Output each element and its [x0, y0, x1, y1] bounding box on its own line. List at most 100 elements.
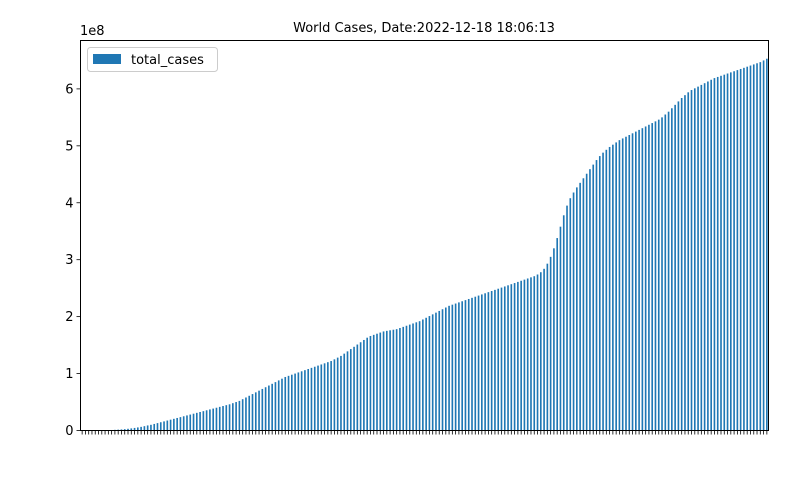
bar	[618, 140, 621, 431]
bar	[680, 98, 683, 431]
bar	[497, 288, 500, 431]
bar	[425, 317, 427, 431]
bar	[569, 198, 572, 431]
bar	[395, 329, 398, 431]
bar	[232, 403, 234, 431]
bar	[494, 289, 496, 431]
bar	[435, 312, 437, 431]
bar	[464, 300, 467, 431]
bar	[595, 160, 598, 431]
bar	[392, 329, 395, 431]
bar	[585, 173, 588, 431]
bar	[418, 321, 421, 431]
bar	[677, 101, 680, 431]
bar	[241, 399, 244, 431]
bar	[621, 138, 624, 431]
bar	[444, 307, 447, 431]
bar	[173, 418, 175, 431]
bar	[349, 349, 352, 431]
bar	[690, 90, 693, 431]
bar	[146, 425, 149, 431]
bar	[612, 144, 614, 431]
bar	[205, 410, 208, 431]
bar	[703, 83, 706, 431]
bar	[159, 422, 162, 431]
bar	[546, 263, 549, 431]
bar	[402, 326, 405, 431]
bar	[693, 88, 696, 431]
y-tick-label: 4	[65, 196, 73, 211]
y-tick-label: 6	[65, 82, 73, 97]
bar	[415, 322, 418, 431]
bar	[713, 78, 716, 431]
chart-title: World Cases, Date:2022-12-18 18:06:13	[293, 21, 555, 36]
bar	[261, 388, 264, 431]
bar	[215, 407, 218, 431]
bar	[346, 351, 349, 431]
bar	[477, 295, 480, 431]
bar	[310, 367, 313, 431]
x-tick-group	[81, 430, 768, 435]
bar	[163, 421, 165, 431]
bar	[507, 285, 509, 431]
bar	[503, 286, 506, 431]
bar	[274, 382, 277, 431]
bar	[454, 303, 457, 431]
bar	[389, 330, 391, 431]
bar	[726, 73, 729, 431]
bar	[543, 268, 545, 431]
legend-box	[87, 47, 218, 72]
bar	[461, 301, 463, 431]
bar	[602, 152, 604, 431]
y-tick-label: 1	[65, 367, 73, 382]
bar	[336, 357, 339, 431]
bar	[739, 68, 742, 431]
bar	[277, 380, 280, 431]
bar	[471, 297, 473, 431]
bar	[749, 65, 752, 431]
bar	[258, 390, 260, 431]
bar	[530, 277, 532, 431]
bar	[598, 156, 601, 431]
y-offset-label: 1e8	[80, 24, 105, 39]
bar	[412, 323, 414, 431]
bar	[752, 64, 755, 431]
bar	[762, 60, 765, 431]
bar	[405, 325, 408, 431]
bar	[284, 376, 287, 431]
bar	[664, 114, 667, 431]
plot-area: 0 1 2 3 4 5 6	[65, 40, 769, 439]
bar	[674, 104, 676, 431]
bar	[549, 256, 552, 431]
bar	[716, 76, 719, 431]
bar	[313, 366, 316, 431]
bar	[526, 278, 529, 431]
bar	[756, 63, 758, 431]
bar	[238, 400, 241, 431]
bar	[222, 406, 224, 431]
bar	[137, 427, 139, 431]
bar	[736, 70, 739, 431]
bar	[333, 359, 336, 431]
bar	[539, 272, 542, 431]
bar	[281, 378, 283, 431]
bar	[340, 355, 342, 431]
bar	[248, 395, 251, 431]
bar	[746, 66, 749, 431]
bar	[376, 333, 378, 431]
bar	[684, 95, 686, 431]
bar	[467, 298, 470, 431]
bar	[687, 92, 690, 431]
bar	[359, 342, 362, 431]
bar	[300, 371, 303, 431]
bar	[343, 353, 346, 431]
bar	[235, 402, 237, 431]
bar	[143, 426, 146, 431]
bar	[572, 192, 575, 431]
bar	[323, 363, 326, 431]
bar	[372, 334, 375, 431]
bar	[723, 74, 726, 431]
bar	[536, 274, 539, 431]
bar	[441, 309, 444, 431]
